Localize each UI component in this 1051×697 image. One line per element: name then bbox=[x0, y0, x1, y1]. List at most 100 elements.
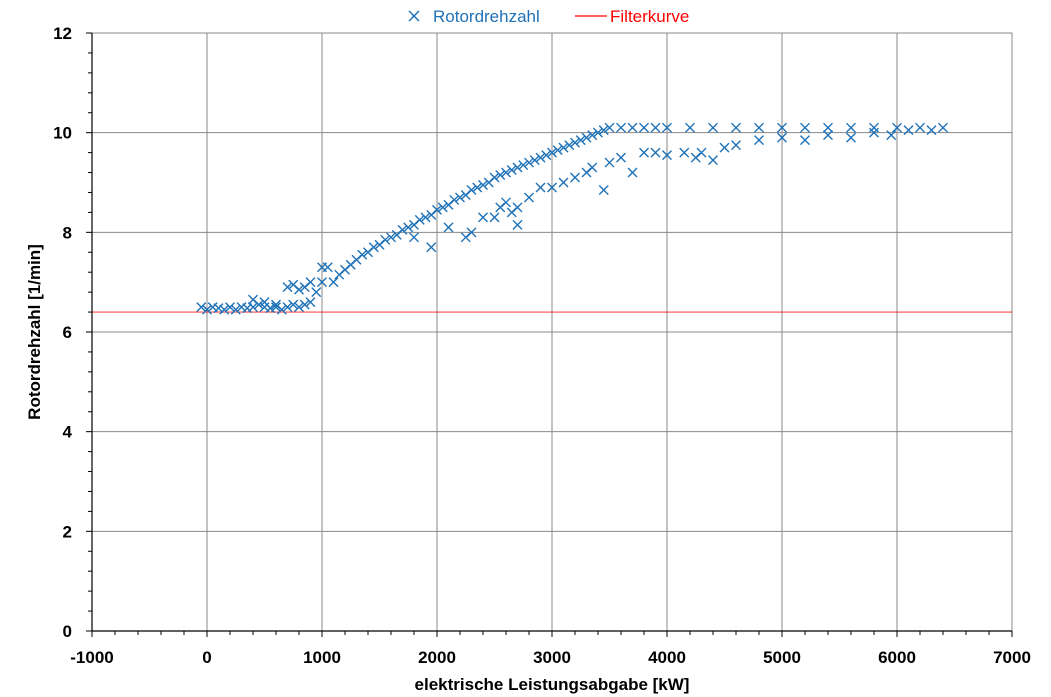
data-point bbox=[823, 130, 833, 141]
data-point bbox=[627, 122, 638, 133]
data-point bbox=[587, 162, 598, 173]
y-tick-label: 10 bbox=[53, 124, 72, 143]
data-point bbox=[501, 167, 511, 178]
legend-label-filterkurve: Filterkurve bbox=[610, 7, 689, 26]
data-point bbox=[271, 302, 281, 313]
data-point bbox=[587, 130, 598, 141]
data-point bbox=[558, 177, 569, 188]
data-point bbox=[501, 197, 511, 208]
data-point bbox=[529, 155, 540, 166]
data-point bbox=[731, 122, 741, 133]
data-point bbox=[604, 157, 615, 168]
x-tick-label: 7000 bbox=[993, 648, 1031, 667]
x-tick-label: 2000 bbox=[418, 648, 456, 667]
data-point bbox=[823, 122, 833, 133]
data-point bbox=[627, 167, 638, 178]
data-point bbox=[547, 147, 557, 158]
data-point bbox=[478, 179, 488, 190]
data-point bbox=[570, 172, 580, 183]
data-point bbox=[524, 157, 534, 168]
data-point bbox=[495, 170, 506, 181]
data-point bbox=[754, 122, 764, 133]
data-point bbox=[368, 242, 379, 253]
axes bbox=[86, 32, 1013, 637]
data-point bbox=[639, 122, 649, 133]
data-point bbox=[535, 152, 546, 163]
data-point bbox=[708, 122, 718, 133]
data-point bbox=[598, 184, 609, 195]
data-point bbox=[305, 297, 316, 308]
y-tick-label: 8 bbox=[63, 223, 72, 242]
data-point bbox=[616, 122, 626, 133]
data-point bbox=[650, 147, 661, 158]
data-point bbox=[512, 219, 523, 230]
data-point bbox=[248, 294, 258, 305]
data-point bbox=[230, 304, 241, 315]
data-point bbox=[248, 302, 258, 313]
data-point bbox=[294, 284, 304, 295]
data-point bbox=[662, 122, 672, 133]
legend-label-rotordrehzahl: Rotordrehzahl bbox=[433, 7, 540, 26]
data-point bbox=[420, 212, 431, 223]
data-point bbox=[317, 277, 327, 288]
data-point bbox=[541, 150, 552, 161]
data-point bbox=[869, 122, 879, 133]
data-point bbox=[938, 122, 948, 133]
data-point bbox=[299, 299, 310, 310]
data-point bbox=[357, 249, 368, 260]
data-point bbox=[558, 142, 569, 153]
data-point bbox=[892, 122, 902, 133]
data-point bbox=[662, 150, 672, 161]
data-point bbox=[800, 122, 810, 133]
data-point bbox=[575, 135, 586, 146]
data-point bbox=[466, 184, 477, 195]
data-point bbox=[213, 303, 224, 314]
data-point bbox=[869, 127, 879, 138]
legend-marker-rotordrehzahl bbox=[408, 10, 420, 22]
data-point bbox=[403, 222, 414, 233]
y-tick-label: 0 bbox=[63, 622, 72, 641]
y-axis-title: Rotordrehzahl [1/min] bbox=[25, 244, 44, 420]
x-tick-label: -1000 bbox=[70, 648, 113, 667]
data-point bbox=[506, 165, 517, 176]
data-point bbox=[437, 202, 448, 213]
data-point bbox=[731, 140, 741, 151]
data-point bbox=[294, 302, 304, 313]
x-tick-label: 4000 bbox=[648, 648, 686, 667]
data-point bbox=[650, 122, 661, 133]
data-point bbox=[903, 125, 914, 136]
x-axis-title: elektrische Leistungsabgabe [kW] bbox=[415, 675, 690, 694]
data-point bbox=[524, 192, 534, 203]
data-point bbox=[685, 122, 695, 133]
data-point bbox=[466, 227, 477, 238]
x-tick-label: 0 bbox=[202, 648, 211, 667]
data-point bbox=[380, 234, 391, 245]
data-point bbox=[915, 122, 925, 133]
data-point bbox=[639, 147, 649, 158]
grid bbox=[91, 32, 1013, 632]
data-point bbox=[478, 212, 488, 223]
data-point bbox=[219, 304, 230, 315]
data-point bbox=[886, 130, 897, 141]
data-point bbox=[846, 132, 856, 143]
x-tick-label: 5000 bbox=[763, 648, 801, 667]
data-point bbox=[328, 277, 339, 288]
data-point bbox=[322, 262, 333, 273]
data-point bbox=[282, 302, 293, 313]
data-point bbox=[593, 127, 603, 138]
data-point bbox=[570, 137, 580, 148]
data-point bbox=[271, 299, 281, 310]
data-point bbox=[512, 162, 523, 173]
data-point bbox=[386, 232, 396, 243]
data-point bbox=[800, 135, 810, 146]
y-tick-label: 2 bbox=[63, 522, 72, 541]
x-tick-label: 1000 bbox=[303, 648, 341, 667]
data-point bbox=[288, 299, 299, 310]
data-point bbox=[426, 242, 437, 253]
data-point bbox=[397, 224, 408, 235]
legend: Rotordrehzahl Filterkurve bbox=[408, 7, 689, 26]
data-point bbox=[512, 202, 523, 213]
data-point bbox=[696, 147, 707, 158]
data-point bbox=[196, 302, 207, 313]
